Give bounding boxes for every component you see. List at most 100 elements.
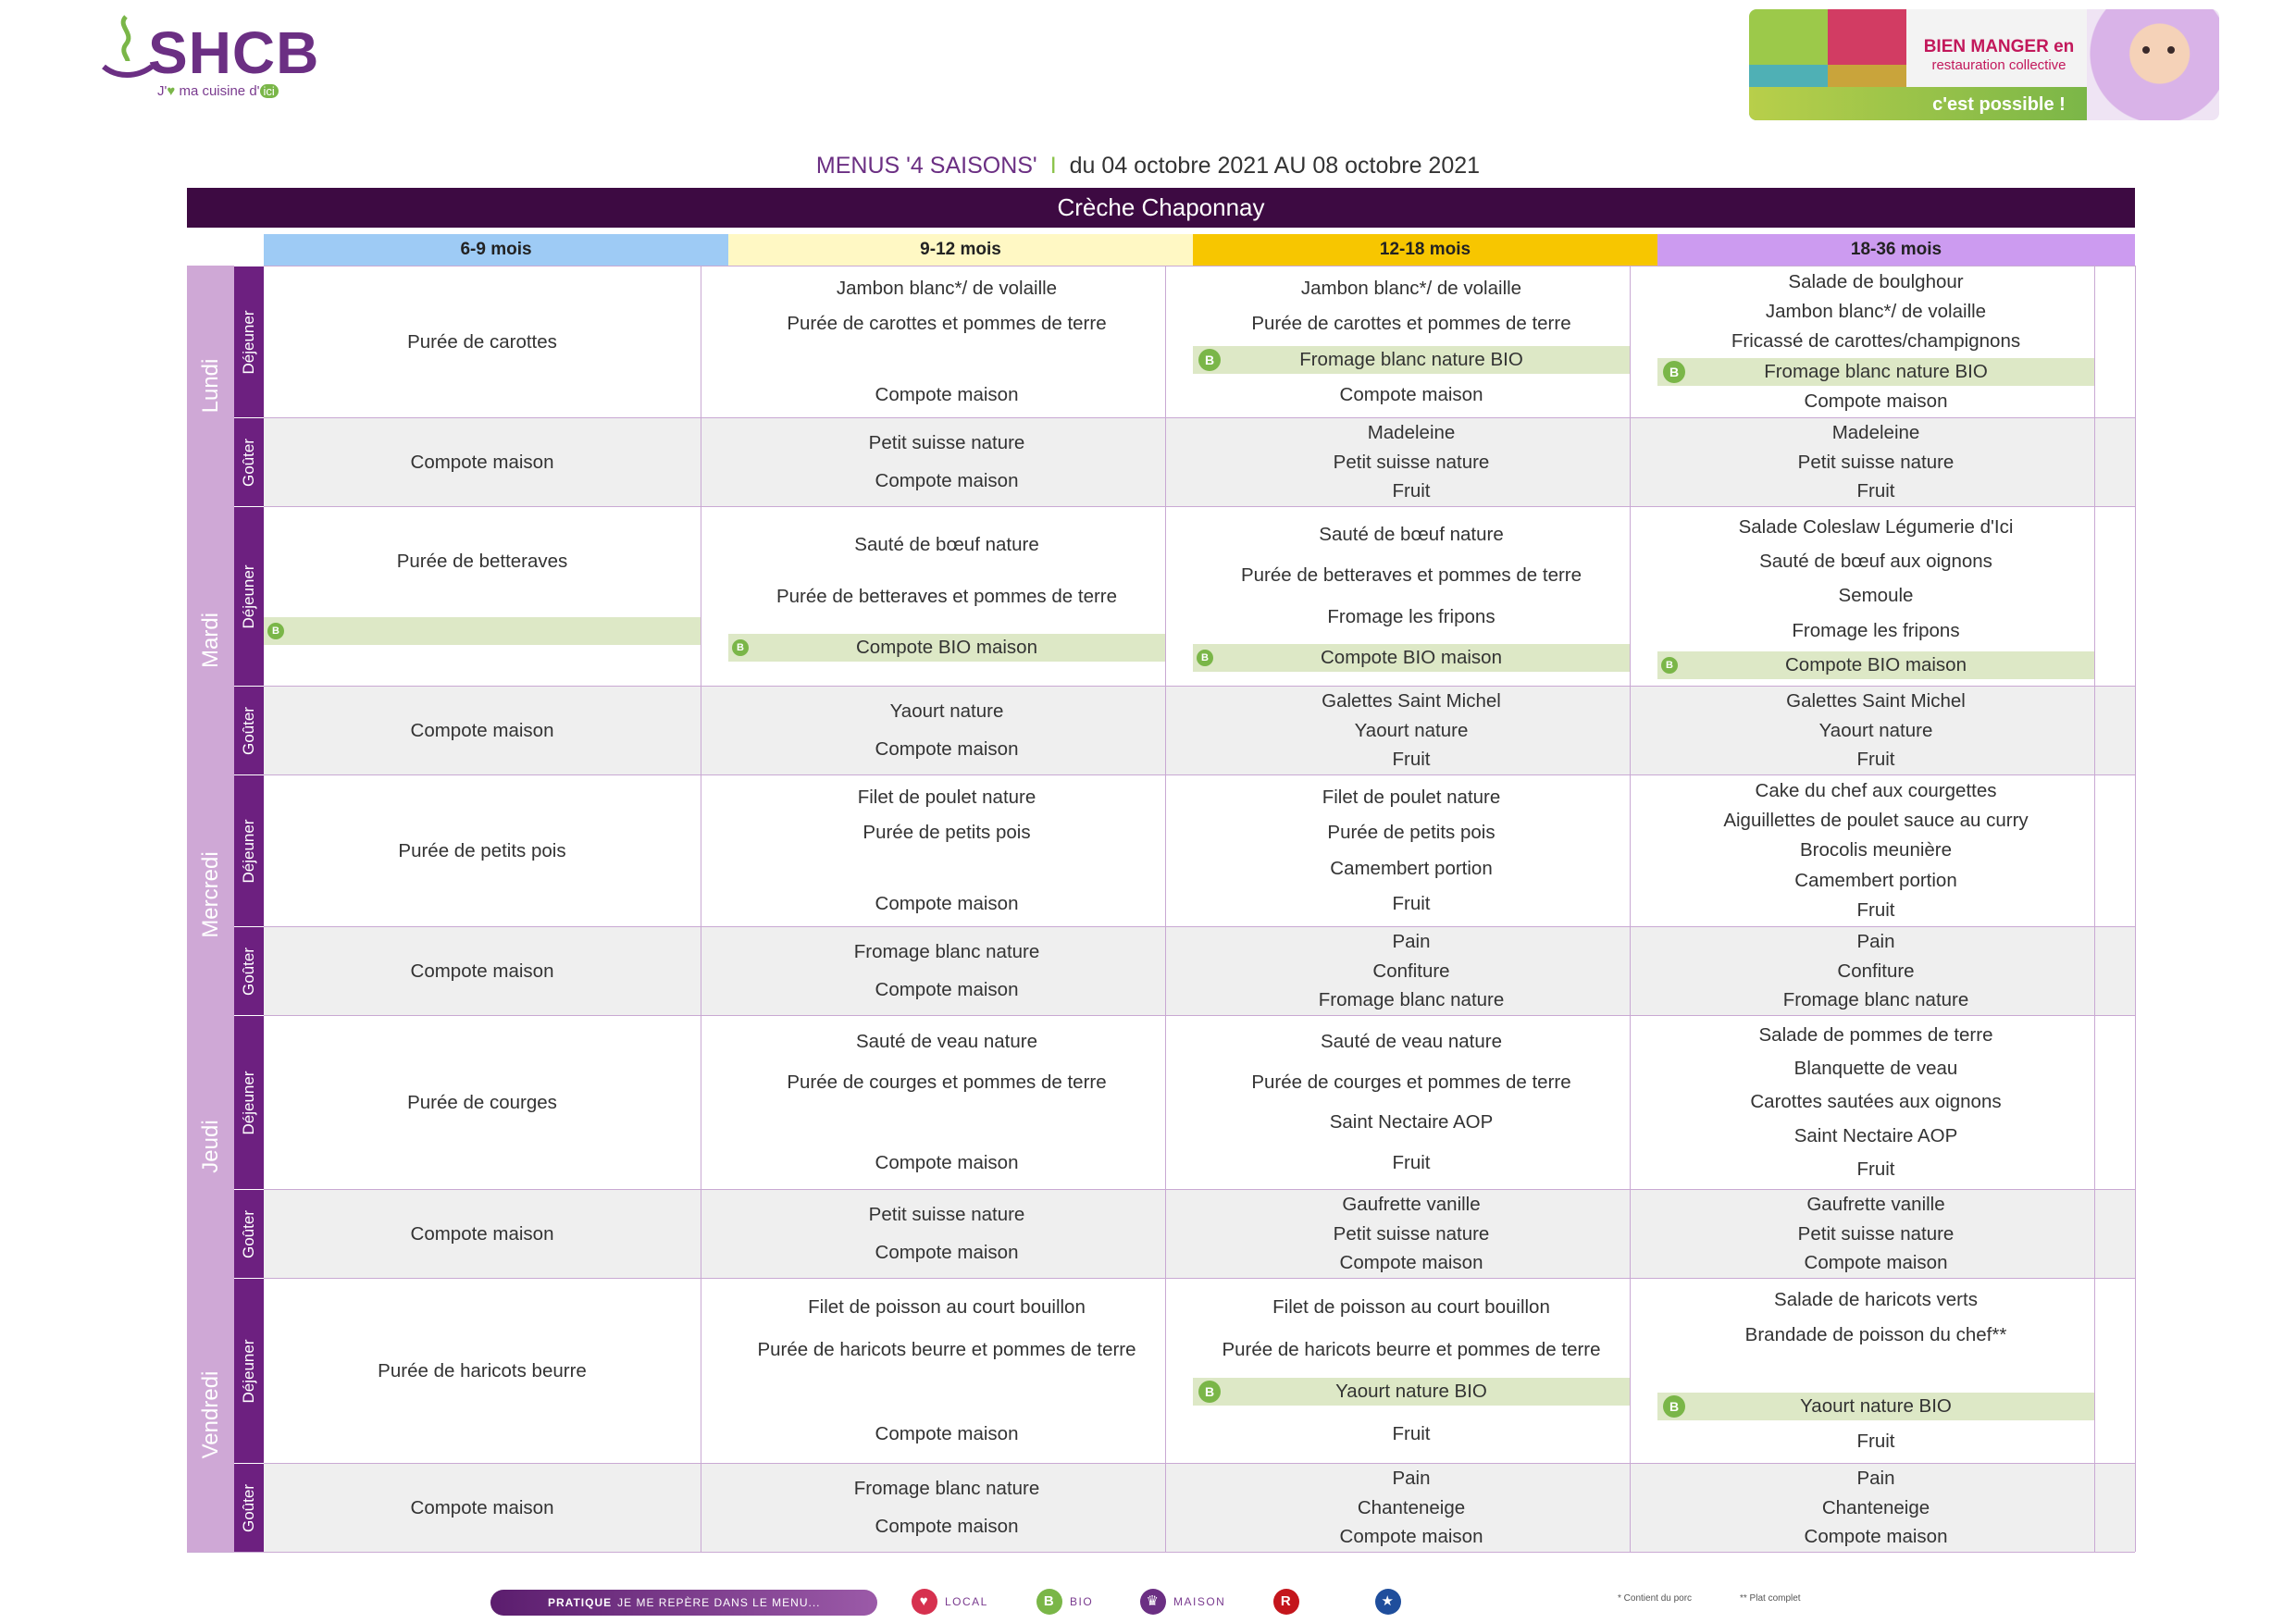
day-label-mardi: Mardi (187, 506, 234, 774)
bio-badge-icon: B (1198, 1381, 1221, 1404)
dish: Fruit (1856, 898, 1895, 921)
dish: Fromage les fripons (1792, 619, 1960, 641)
dish-bio: Yaourt nature BIO B (1657, 1392, 2094, 1420)
dish: Gaufrette vanille (1806, 1194, 1945, 1216)
dish: Purée de haricots beurre et pommes de te… (1222, 1338, 1601, 1360)
age-header-2: 9-12 mois (728, 234, 1193, 266)
dish: Yaourt nature (889, 700, 1004, 722)
dish: Chanteneige (1357, 1496, 1466, 1518)
dish: Purée de haricots beurre et pommes de te… (757, 1338, 1136, 1360)
dish: Purée de betteraves et pommes de terre (776, 585, 1118, 607)
bio-badge-icon: B (1197, 650, 1213, 667)
meal-label-snack: Goûter (234, 1463, 264, 1552)
menu-cell: Galettes Saint Michel Yaourt nature Fruit (1657, 686, 2094, 774)
dish: Compote maison (410, 1222, 554, 1245)
menu-cell: Jambon blanc*/ de volaille Purée de carot… (728, 266, 1165, 417)
dish: Pain (1856, 1468, 1895, 1490)
banner-line-1: BIEN MANGER en (1923, 37, 2075, 56)
banner-line-2: restauration collective (1931, 57, 2066, 73)
dish: Jambon blanc*/ de volaille (1300, 277, 1522, 299)
dish: Fromage blanc nature (853, 940, 1040, 962)
day-label-lundi: Lundi (187, 266, 234, 506)
dish: Semoule (1838, 585, 1914, 607)
brand-tagline: J'♥ ma cuisine d' ici (157, 83, 279, 99)
dish: Carottes sautées aux oignons (1750, 1091, 2002, 1113)
menu-cell: Salade de pommes de terre Blanquette de v… (1657, 1015, 2094, 1189)
dish: Yaourt nature (1818, 719, 1933, 741)
dish: Compote maison (875, 1242, 1019, 1264)
menu-cell: Purée de petits pois (264, 774, 701, 926)
dish: Compote maison (1804, 390, 1948, 412)
legend-item-label-4: R (1273, 1588, 1299, 1616)
dish: Fromage blanc nature (853, 1477, 1040, 1499)
dish: Brocolis meunière (1799, 839, 1953, 861)
dish: Compote maison (875, 893, 1019, 915)
age-header-3: 12-18 mois (1193, 234, 1657, 266)
steam-swirl-icon (102, 15, 154, 78)
local-icon: ♥ (912, 1589, 937, 1615)
dish: Purée de haricots beurre (378, 1359, 587, 1381)
dish-bio: B (264, 616, 701, 645)
age-header-1: 6-9 mois (264, 234, 728, 266)
dish: Compote maison (1804, 1251, 1948, 1273)
dish: Compote maison (875, 384, 1019, 406)
menu-cell: Sauté de bœuf nature Purée de betteraves … (728, 506, 1165, 686)
legend-item-local: ♥ LOCAL (912, 1588, 988, 1616)
dish: Filet de poulet nature (1322, 786, 1501, 808)
dish-bio: Yaourt nature BIO B (1193, 1378, 1630, 1406)
bio-badge-icon: B (732, 639, 749, 657)
dish-bio: Fromage blanc nature BIO B (1193, 345, 1630, 374)
dish: Fruit (1856, 1430, 1895, 1452)
meal-label-lunch: Déjeuner (234, 266, 264, 417)
dish: Compote maison (410, 719, 554, 741)
menu-cell: Gaufrette vanille Petit suisse nature Comp… (1193, 1189, 1630, 1278)
dish: Compote maison (875, 1151, 1019, 1173)
dish: Compote maison (875, 738, 1019, 761)
meal-label-snack: Goûter (234, 926, 264, 1015)
dish: Camembert portion (1330, 857, 1493, 879)
menu-cell: Salade Coleslaw Légumerie d'Ici Sauté de … (1657, 506, 2094, 686)
menu-cell: Cake du chef aux courgettes Aiguillettes … (1657, 774, 2094, 926)
dish: Compote maison (875, 470, 1019, 492)
dish: Compote maison (410, 451, 554, 473)
dish (1657, 1357, 2094, 1384)
menu-cell: Fromage blanc nature Compote maison (728, 926, 1165, 1015)
dish: Fromage les fripons (1327, 605, 1496, 627)
dish: Petit suisse nature (1333, 451, 1490, 473)
menu-cell: Purée de carottes (264, 266, 701, 417)
menu-cell: Pain Chanteneige Compote maison (1657, 1463, 2094, 1552)
dish: Fricassé de carottes/champignons (1731, 330, 2021, 353)
meal-label-lunch: Déjeuner (234, 774, 264, 926)
day-label-mercredi: Mercredi (187, 774, 234, 1015)
dish: Compote maison (1804, 1525, 1948, 1547)
dish-bio: Fromage blanc nature BIO B (1657, 357, 2094, 386)
dish-bio: Compote BIO maison B (1193, 644, 1630, 673)
legend-item-maison: ♛ MAISON (1140, 1588, 1225, 1616)
dish: Confiture (1372, 960, 1450, 982)
menu-cell: Purée de courges (264, 1015, 701, 1189)
dish: Purée de petits pois (863, 822, 1031, 844)
dish: Purée de courges et pommes de terre (1251, 1071, 1571, 1093)
menu-cell: Compote maison (264, 1189, 701, 1278)
dish: Compote maison (1339, 1525, 1483, 1547)
day-label-jeudi: Jeudi (187, 1015, 234, 1278)
dish: Compote maison (875, 1516, 1019, 1538)
dish: Cake du chef aux courgettes (1755, 780, 1997, 802)
title-separator: I (1049, 153, 1057, 179)
dish: Fruit (1392, 1151, 1431, 1173)
dish: Sauté de veau nature (855, 1031, 1038, 1053)
menu-cell: Fromage blanc nature Compote maison (728, 1463, 1165, 1552)
dish (728, 1109, 1165, 1136)
bio-badge-icon: B (1198, 348, 1221, 371)
menu-cell: Compote maison (264, 1463, 701, 1552)
bio-badge-icon: B (267, 622, 284, 639)
dish: Fruit (1392, 479, 1431, 502)
dish: Petit suisse nature (1797, 1222, 1955, 1245)
site-name-bar: Crèche Chaponnay (187, 188, 2135, 228)
dish (728, 346, 1165, 374)
age-header-4: 18-36 mois (1657, 234, 2135, 266)
dish: Gaufrette vanille (1342, 1194, 1481, 1216)
dish: Fromage blanc nature (1318, 988, 1505, 1010)
dish: Petit suisse nature (868, 431, 1025, 453)
dish: Fruit (1392, 1423, 1431, 1445)
